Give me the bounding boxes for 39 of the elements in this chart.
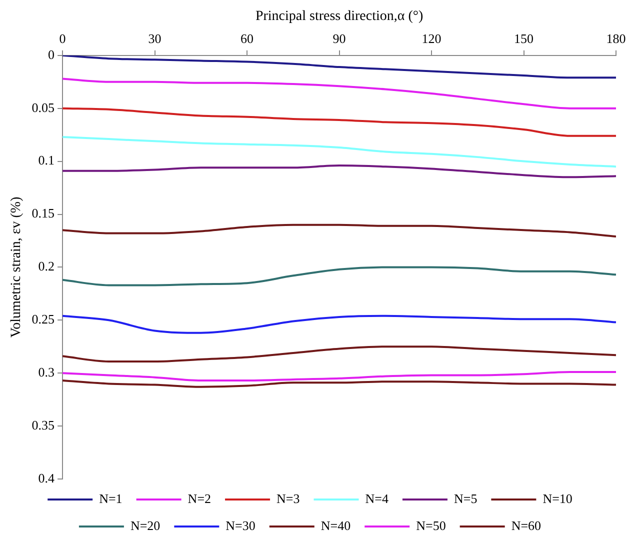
y-tick-label: 0.2 xyxy=(38,258,55,274)
line-series xyxy=(62,314,616,334)
line-series xyxy=(62,380,616,388)
legend-label: N=5 xyxy=(454,490,478,506)
line-series xyxy=(62,371,616,382)
x-tick-label: 30 xyxy=(148,31,162,46)
legend-label: N=1 xyxy=(99,490,122,506)
line-series xyxy=(62,224,616,238)
x-tick-label: 0 xyxy=(59,31,66,46)
y-tick-label: 0.4 xyxy=(38,470,56,486)
line-series xyxy=(62,346,616,362)
legend-label: N=4 xyxy=(365,490,389,506)
x-tick-label: 60 xyxy=(240,31,254,46)
x-tick-label: 150 xyxy=(514,31,534,46)
legend-label: N=50 xyxy=(416,518,446,533)
y-tick-label: 0.1 xyxy=(38,152,55,168)
line-series xyxy=(62,136,616,168)
legend-label: N=10 xyxy=(542,490,572,506)
legend-label: N=2 xyxy=(188,490,212,506)
x-tick-label: 90 xyxy=(332,31,346,46)
y-tick-label: 0 xyxy=(48,46,55,62)
line-series xyxy=(62,107,616,137)
x-axis-title: Principal stress direction,α (°) xyxy=(255,9,424,24)
line-series xyxy=(62,78,616,110)
y-tick-label: 0.3 xyxy=(38,364,55,380)
y-axis-title: Volumetric strain, εv (%) xyxy=(9,196,24,338)
legend-label: N=60 xyxy=(511,518,542,533)
legend-label: N=30 xyxy=(226,518,256,533)
line-series xyxy=(62,164,616,178)
y-tick-label: 0.25 xyxy=(32,312,55,327)
legend-label: N=40 xyxy=(320,518,351,533)
y-tick-label: 0.15 xyxy=(32,206,55,221)
legend-label: N=20 xyxy=(130,518,160,533)
y-tick-label: 0.35 xyxy=(32,417,55,432)
y-tick-label: 0.05 xyxy=(32,100,55,115)
line-series xyxy=(62,266,616,286)
legend-label: N=3 xyxy=(276,490,300,506)
x-tick-label: 120 xyxy=(422,31,442,46)
x-tick-label: 180 xyxy=(606,31,626,46)
